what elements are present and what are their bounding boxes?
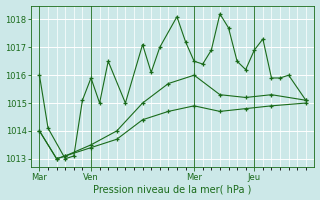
X-axis label: Pression niveau de la mer( hPa ): Pression niveau de la mer( hPa ) xyxy=(93,184,252,194)
